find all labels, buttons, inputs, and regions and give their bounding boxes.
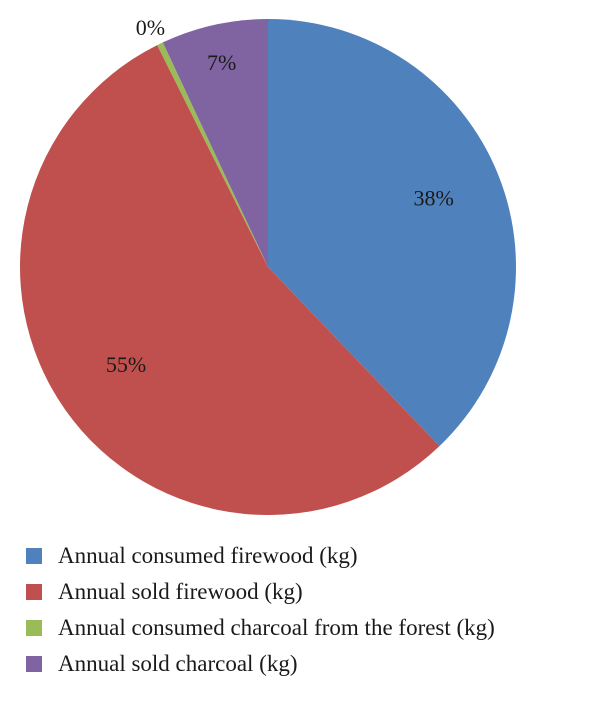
legend-item-1: Annual consumed firewood (kg)	[26, 538, 495, 574]
legend-swatch	[26, 620, 42, 636]
pie-slice-3	[157, 42, 268, 267]
legend-item-4: Annual sold charcoal (kg)	[26, 646, 495, 682]
legend-label: Annual consumed charcoal from the forest…	[58, 615, 495, 640]
pie-slice-1	[268, 19, 516, 447]
legend-item-2: Annual sold firewood (kg)	[26, 574, 495, 610]
legend-swatch	[26, 548, 42, 564]
data-label-3: 0%	[136, 15, 165, 40]
pie-slice-4	[162, 19, 268, 267]
pie-slices	[19, 19, 516, 516]
data-label-2: 55%	[106, 352, 146, 377]
chart-legend: Annual consumed firewood (kg) Annual sold…	[26, 538, 495, 682]
legend-swatch	[26, 584, 42, 600]
legend-swatch	[26, 656, 42, 672]
data-label-4: 7%	[207, 50, 236, 75]
legend-label: Annual sold charcoal (kg)	[58, 651, 298, 676]
legend-label: Annual sold firewood (kg)	[58, 579, 303, 604]
pie-slice-2	[19, 45, 440, 516]
pie-data-labels: 38% 55% 0% 7%	[106, 15, 454, 377]
data-label-1: 38%	[414, 186, 454, 211]
legend-label: Annual consumed firewood (kg)	[58, 543, 358, 568]
legend-item-3: Annual consumed charcoal from the forest…	[26, 610, 495, 646]
